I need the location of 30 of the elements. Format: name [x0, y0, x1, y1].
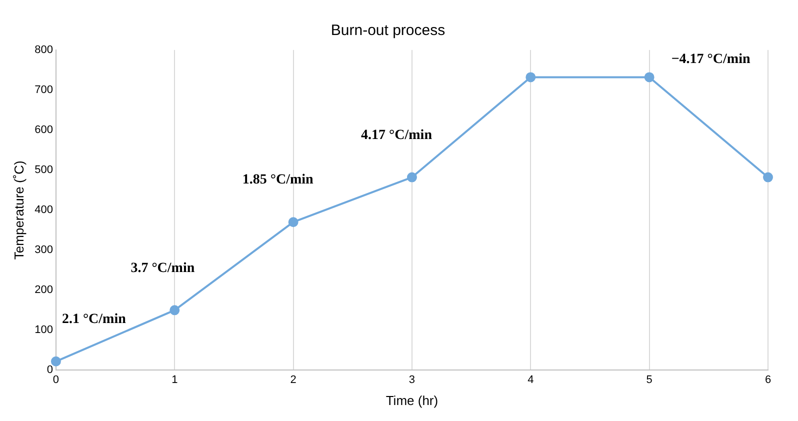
- annotation: 2.1 °C/min: [62, 312, 126, 328]
- y-tick-label: 0: [46, 364, 53, 376]
- x-tick-label: 6: [764, 374, 772, 386]
- x-tick-label: 2: [290, 374, 296, 386]
- point: [763, 172, 773, 182]
- point: [644, 72, 654, 82]
- annotation: 4.17 °C/min: [361, 128, 432, 143]
- point: [526, 72, 536, 82]
- y-axis-title: Temperature (˚C): [11, 160, 26, 260]
- annotation: 1.85 °C/min: [242, 172, 314, 188]
- y-tick-label: 800: [34, 44, 53, 56]
- y-tick-label: 300: [34, 244, 53, 256]
- y-tick-label: 700: [34, 84, 53, 96]
- x-tick-label: 3: [408, 374, 416, 386]
- x-axis-title: Time (hr): [386, 392, 438, 408]
- annotation: −4.17 °C/min: [671, 52, 750, 67]
- annotation: 3.7 °C/min: [130, 260, 195, 276]
- point: [406, 172, 417, 182]
- x-tick-label: 5: [646, 374, 652, 386]
- point: [170, 305, 180, 316]
- point: [50, 356, 61, 366]
- y-tick-label: 500: [34, 164, 53, 176]
- x-tick-label: 4: [528, 374, 534, 386]
- chart-title: Burn-out process: [330, 22, 446, 40]
- y-tick-label: 600: [34, 124, 53, 136]
- y-tick-label: 200: [34, 284, 53, 296]
- y-tick-label: 400: [34, 204, 53, 216]
- x-tick-label: 1: [172, 374, 178, 386]
- point: [288, 217, 298, 228]
- y-tick-label: 100: [34, 324, 53, 336]
